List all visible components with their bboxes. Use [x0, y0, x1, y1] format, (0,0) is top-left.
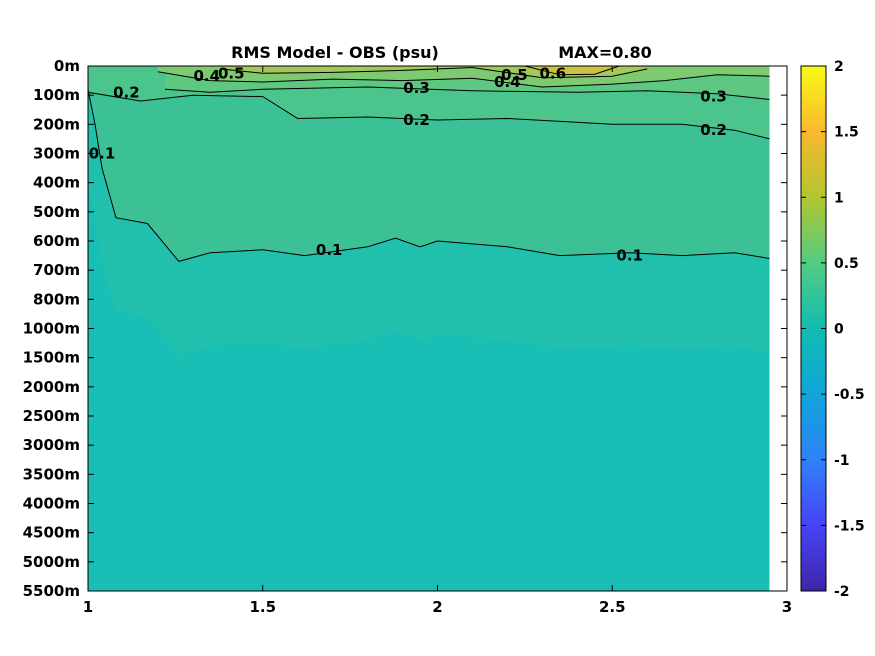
- contour-label: 0.2: [700, 121, 727, 139]
- chart-title: RMS Model - OBS (psu): [231, 43, 439, 62]
- y-tick-label: 100m: [33, 86, 80, 104]
- colorbar: 2 1.5 1 0.5 0 -0.5 -1 -1.5 -2: [800, 59, 865, 600]
- contour-label: 0.1: [316, 241, 343, 259]
- y-tick-label: 4000m: [23, 495, 80, 513]
- contour-label: 0.1: [89, 145, 116, 163]
- colorbar-tick-label: -2: [834, 584, 850, 600]
- contour-label: 0.3: [403, 79, 430, 97]
- colorbar-tick-label: 1.5: [834, 125, 859, 141]
- contour-line-0-6: [524, 66, 620, 76]
- contour-lines: [88, 66, 770, 262]
- colorbar-tick-label: 1: [834, 190, 844, 206]
- contour-label: 0.3: [700, 88, 727, 106]
- contour-labels: 0.50.40.2 0.30.50.4 0.60.30.20.20.10.1 0.1: [89, 64, 727, 264]
- contour-label: 0.6: [540, 64, 567, 82]
- contour-label: 0.5: [218, 64, 245, 82]
- colorbar-tick-label: -1: [834, 453, 850, 469]
- y-tick-label: 1000m: [23, 320, 80, 338]
- x-tick-label: 2.5: [599, 598, 626, 616]
- y-tick-label: 600m: [33, 232, 80, 250]
- contour-label: 0.2: [113, 83, 140, 101]
- contour-label: 0.4: [494, 73, 521, 91]
- field-nodata: [769, 66, 787, 591]
- y-tick-label: 500m: [33, 203, 80, 221]
- contour-line-0-3: [164, 86, 770, 100]
- contour-label: 0.2: [403, 111, 430, 129]
- y-tick-label: 800m: [33, 290, 80, 308]
- colorbar-tick-label: 0.5: [834, 256, 859, 272]
- contour-line-0-2: [88, 91, 770, 140]
- y-tick-label: 5000m: [23, 553, 80, 571]
- y-tick-label: 2500m: [23, 407, 80, 425]
- y-tick-label: 0m: [54, 57, 80, 75]
- x-tick-label: 1: [83, 598, 93, 616]
- field-level-0-6: [524, 66, 620, 75]
- contour-label: 0.1: [616, 247, 643, 265]
- contour-line-0-4: [157, 71, 770, 88]
- colorbar-tick-label: -0.5: [834, 387, 865, 403]
- y-tick-label: 300m: [33, 145, 80, 163]
- y-tick-label: 3500m: [23, 465, 80, 483]
- y-tick-label: 200m: [33, 115, 80, 133]
- y-tick-label: 3000m: [23, 436, 80, 454]
- heatmap-field: [88, 66, 787, 591]
- x-tick-label: 2: [432, 598, 442, 616]
- contour-label: 0.4: [194, 67, 221, 85]
- y-tick-label: 400m: [33, 174, 80, 192]
- max-label: MAX=0.80: [558, 43, 652, 62]
- x-tick-label: 1.5: [249, 598, 276, 616]
- colorbar-tick-label: 2: [834, 59, 844, 75]
- colorbar-tick-label: 0: [834, 322, 844, 338]
- y-tick-label: 700m: [33, 261, 80, 279]
- y-tick-label: 2000m: [23, 378, 80, 396]
- y-tick-label: 5500m: [23, 582, 80, 600]
- colorbar-tick-label: -1.5: [834, 518, 865, 534]
- contour-label: 0.5: [501, 66, 528, 84]
- y-tick-label: 4500m: [23, 524, 80, 542]
- contour-line-0-1: [88, 89, 770, 262]
- y-tick-label: 1500m: [23, 349, 80, 367]
- axes: 1 1.5 2 2.5 3 0m 100m 200m 300m 400m 500m 600m 700m 8…: [23, 57, 793, 616]
- x-tick-label: 3: [782, 598, 792, 616]
